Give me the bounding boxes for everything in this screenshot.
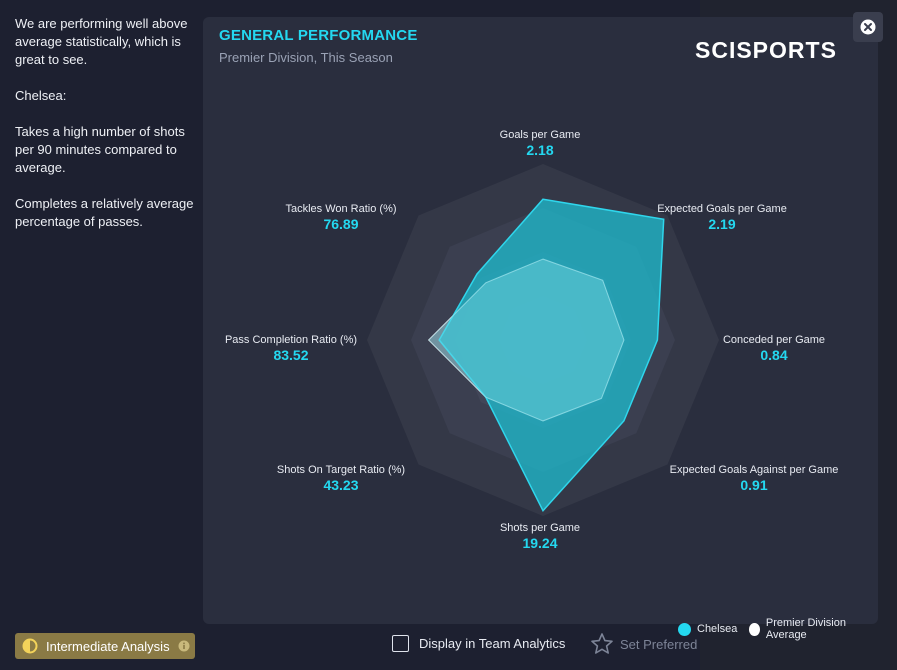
display-analytics-checkbox[interactable] [392,635,409,652]
axis-value-2: 0.84 [760,347,787,363]
team-name: Chelsea: [15,88,67,103]
star-icon [591,633,613,654]
axis-label-3: Expected Goals Against per Game [670,464,839,476]
radar-series [427,198,665,513]
panel-title: GENERAL PERFORMANCE [219,27,418,44]
axis-label-1: Expected Goals per Game [657,203,787,215]
axis-label-5: Shots On Target Ratio (%) [277,464,405,476]
general-performance-panel: GENERAL PERFORMANCE Premier Division, Th… [203,17,878,641]
close-button[interactable] [853,12,883,42]
legend-label-average: Premier Division Average [765,617,846,641]
axis-label-6: Pass Completion Ratio (%) [225,334,357,346]
intermediate-analysis-badge[interactable]: Intermediate Analysis [15,633,195,659]
legend-item-average: Premier Division Average [749,617,866,641]
axis-label-2: Conceded per Game [723,334,825,346]
axis-value-3: 0.91 [740,477,767,493]
scisports-logo: SCISPORTS [695,37,837,63]
half-circle-icon [22,638,38,654]
set-preferred-label: Set Preferred [620,636,698,652]
axis-value-1: 2.19 [708,216,735,232]
panel-subtitle: Premier Division, This Season [219,50,393,65]
chart-legend: Chelsea Premier Division Average [678,617,878,641]
axis-label-0: Goals per Game [500,129,581,141]
display-in-team-analytics[interactable]: Display in Team Analytics [392,635,565,652]
close-icon [860,19,876,35]
legend-item-chelsea: Chelsea [678,622,738,636]
intermediate-analysis-label: Intermediate Analysis [46,638,170,654]
analysis-point-passes: Completes a relatively average percentag… [15,196,194,229]
axis-value-6: 83.52 [273,347,308,363]
analysis-text: We are performing well above average sta… [15,15,200,249]
legend-dot-average [749,622,760,636]
axis-label-7: Tackles Won Ratio (%) [285,203,396,215]
axis-value-0: 2.18 [526,142,553,158]
series-chelsea [438,198,665,513]
legend-dot-chelsea [678,622,691,636]
axis-value-4: 19.24 [522,535,557,551]
series-average-overlay [427,258,625,422]
set-preferred-button[interactable]: Set Preferred [590,632,697,656]
analysis-point-shots: Takes a high number of shots per 90 minu… [15,124,185,175]
info-icon[interactable] [178,640,190,652]
axis-value-5: 43.23 [323,477,358,493]
legend-label-chelsea: Chelsea [697,623,738,635]
analysis-summary: We are performing well above average sta… [15,16,188,67]
axis-label-4: Shots per Game [500,522,580,534]
display-analytics-label: Display in Team Analytics [419,636,566,651]
axis-value-7: 76.89 [323,216,358,232]
